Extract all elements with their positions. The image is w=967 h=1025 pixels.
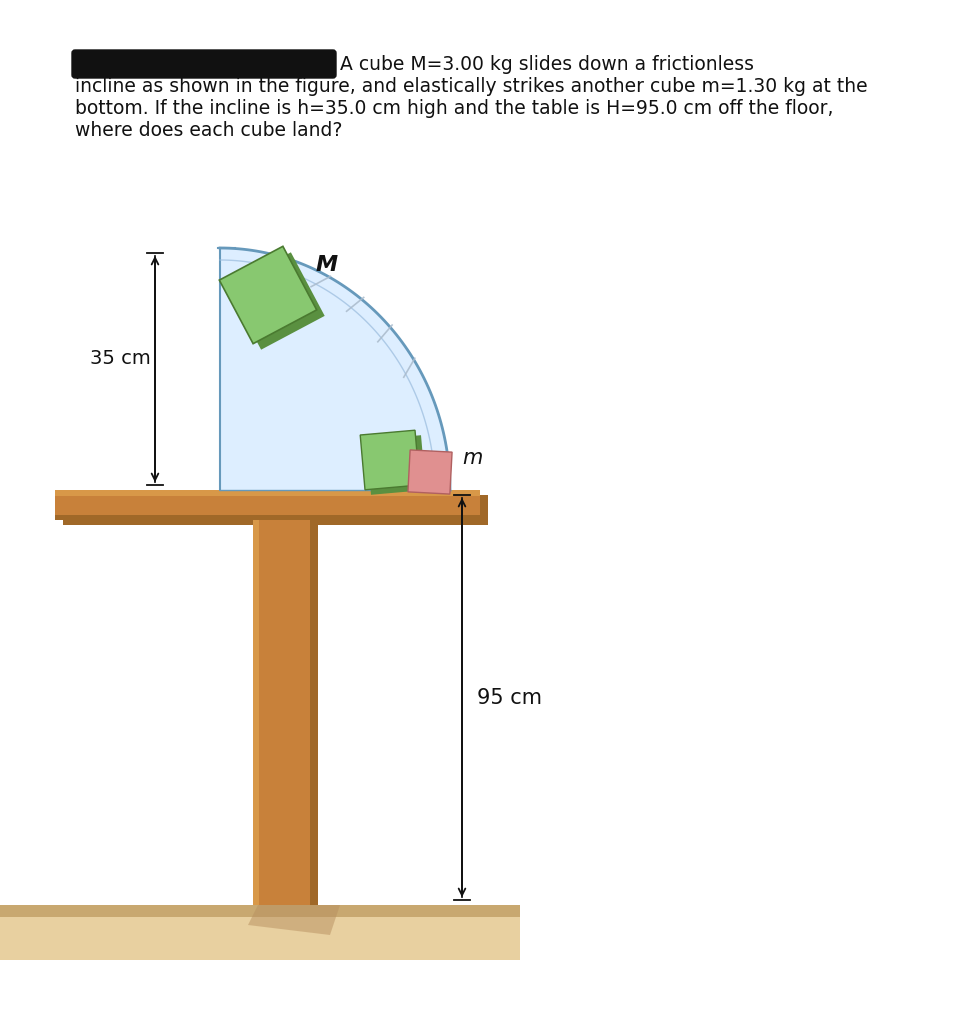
Polygon shape [227, 252, 325, 350]
Text: 95 cm: 95 cm [477, 688, 542, 707]
Text: where does each cube land?: where does each cube land? [75, 121, 342, 140]
Bar [253, 520, 259, 905]
Text: incline as shown in the figure, and elastically strikes another cube m=1.30 kg a: incline as shown in the figure, and elas… [75, 77, 867, 96]
FancyBboxPatch shape [72, 50, 336, 78]
Polygon shape [408, 450, 452, 494]
Text: M: M [316, 255, 338, 275]
Polygon shape [366, 436, 425, 495]
Polygon shape [0, 905, 520, 960]
Bar [261, 520, 318, 905]
Polygon shape [248, 905, 340, 935]
Bar [55, 515, 480, 520]
Text: 35 cm: 35 cm [90, 350, 151, 369]
Bar [253, 520, 310, 905]
Bar [55, 490, 480, 496]
Text: A cube M=3.00 kg slides down a frictionless: A cube M=3.00 kg slides down a frictionl… [340, 55, 754, 74]
Polygon shape [220, 246, 316, 343]
Bar [63, 495, 488, 525]
Polygon shape [220, 248, 450, 490]
Text: bottom. If the incline is h=35.0 cm high and the table is H=95.0 cm off the floo: bottom. If the incline is h=35.0 cm high… [75, 99, 834, 118]
Polygon shape [361, 430, 420, 490]
Bar [55, 490, 480, 520]
Bar [0, 905, 520, 917]
Text: m: m [462, 448, 483, 468]
